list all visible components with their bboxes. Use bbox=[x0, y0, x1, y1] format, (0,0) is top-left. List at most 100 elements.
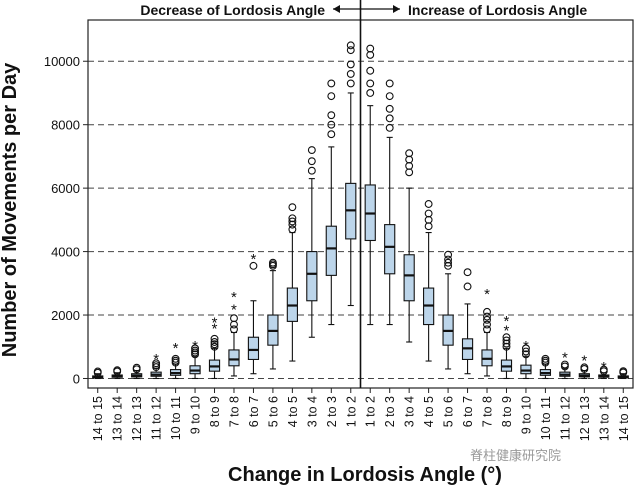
x-tick-label-6: 9 to 10 bbox=[189, 396, 203, 434]
box-17 bbox=[403, 149, 415, 343]
outlier-circle bbox=[385, 104, 394, 113]
box-20 bbox=[461, 268, 474, 375]
box-11 bbox=[286, 203, 298, 362]
x-tick-label-5: 10 to 11 bbox=[169, 396, 183, 440]
outlier-circle bbox=[327, 130, 336, 139]
x-axis-title: Change in Lordosis Angle (°) bbox=[228, 464, 502, 485]
x-tick-label-1: 14 to 15 bbox=[91, 396, 105, 441]
outlier-circle bbox=[463, 268, 472, 277]
outlier-circle bbox=[230, 320, 238, 329]
outlier-circle bbox=[521, 350, 530, 359]
outlier-circle bbox=[210, 338, 219, 346]
box-19 bbox=[442, 250, 454, 370]
outlier-circle bbox=[385, 79, 394, 88]
x-tick-label-20: 6 to 7 bbox=[461, 396, 475, 427]
box-21: * bbox=[481, 286, 493, 377]
outlier-circle bbox=[230, 325, 238, 334]
box-iqr bbox=[247, 336, 260, 360]
x-tick-label-13: 2 to 3 bbox=[325, 396, 339, 427]
y-tick-label-0: 0 bbox=[73, 371, 80, 386]
outlier-circle bbox=[307, 146, 316, 155]
outlier-circle bbox=[307, 157, 316, 166]
outlier-circle bbox=[444, 258, 453, 267]
x-tick-label-15: 1 to 2 bbox=[364, 396, 378, 427]
outlier-circle bbox=[405, 168, 414, 177]
box-2 bbox=[111, 366, 123, 380]
x-tick-label-28: 14 to 15 bbox=[617, 396, 631, 441]
box-iqr bbox=[384, 224, 396, 275]
y-tick-label-2000: 2000 bbox=[51, 308, 80, 323]
x-tick-label-25: 11 to 12 bbox=[558, 396, 572, 440]
outlier-circle bbox=[288, 217, 297, 226]
outlier-star: * bbox=[231, 302, 237, 319]
outlier-star: * bbox=[173, 340, 179, 357]
y-axis-title: Number of Movements per Day bbox=[0, 62, 21, 357]
outlier-circle bbox=[191, 344, 200, 353]
x-tick-label-10: 5 to 6 bbox=[266, 396, 280, 427]
box-8: ** bbox=[228, 289, 240, 377]
box-13 bbox=[325, 79, 337, 326]
outlier-circle bbox=[483, 312, 491, 321]
box-iqr bbox=[306, 251, 318, 302]
y-tick-label-4000: 4000 bbox=[51, 245, 80, 260]
outlier-star: * bbox=[212, 321, 218, 338]
box-5: * bbox=[169, 340, 182, 380]
outlier-star: * bbox=[484, 286, 490, 303]
outlier-circle bbox=[385, 123, 394, 132]
outlier-circle bbox=[327, 120, 336, 129]
outlier-circle bbox=[521, 344, 530, 353]
outlier-star: * bbox=[601, 359, 607, 376]
outlier-circle bbox=[327, 92, 336, 101]
box-3 bbox=[131, 363, 143, 380]
outlier-circle bbox=[502, 336, 511, 345]
x-tick-label-11: 4 to 5 bbox=[286, 396, 300, 427]
outlier-circle bbox=[483, 315, 491, 324]
outlier-circle bbox=[444, 250, 453, 259]
outlier-circle bbox=[307, 166, 316, 175]
outlier-star: * bbox=[504, 322, 510, 339]
box-iqr bbox=[403, 254, 415, 302]
outlier-circle bbox=[346, 60, 355, 69]
x-tick-label-12: 3 to 4 bbox=[305, 396, 319, 427]
outlier-circle bbox=[541, 354, 550, 363]
box-25: * bbox=[559, 349, 571, 380]
box-9: * bbox=[247, 251, 260, 375]
box-23: * bbox=[520, 338, 532, 380]
outlier-circle bbox=[424, 200, 433, 208]
x-tick-label-4: 11 to 12 bbox=[150, 396, 164, 440]
box-7: ** bbox=[208, 314, 221, 380]
outlier-circle bbox=[268, 258, 277, 267]
outlier-star: * bbox=[581, 352, 587, 369]
box-12 bbox=[306, 146, 318, 338]
outlier-circle bbox=[288, 225, 297, 234]
outlier-circle bbox=[93, 367, 102, 376]
right-arrowhead bbox=[393, 5, 400, 13]
outlier-circle bbox=[346, 69, 355, 78]
outlier-circle bbox=[580, 363, 589, 372]
box-14 bbox=[345, 41, 357, 307]
outlier-star: * bbox=[562, 349, 568, 366]
box-iqr bbox=[228, 349, 240, 367]
box-18 bbox=[423, 200, 435, 362]
x-tick-label-8: 7 to 8 bbox=[227, 396, 241, 427]
outlier-circle bbox=[405, 155, 414, 164]
watermark: 脊柱健康研究院 bbox=[470, 448, 561, 463]
box-iqr bbox=[520, 364, 532, 375]
outlier-circle bbox=[346, 46, 355, 55]
x-tick-label-21: 7 to 8 bbox=[481, 396, 495, 427]
y-tick-label-8000: 8000 bbox=[51, 118, 80, 133]
outlier-circle bbox=[560, 360, 569, 369]
outlier-circle bbox=[152, 359, 161, 368]
x-tick-label-23: 9 to 10 bbox=[519, 396, 533, 434]
outlier-circle bbox=[483, 307, 491, 316]
x-tick-label-19: 5 to 6 bbox=[442, 396, 456, 427]
outlier-circle bbox=[619, 367, 628, 376]
outlier-star: * bbox=[231, 289, 237, 306]
outlier-circle bbox=[502, 333, 511, 342]
box-27: * bbox=[598, 359, 610, 380]
outlier-circle bbox=[366, 50, 375, 59]
outlier-star: * bbox=[153, 351, 159, 368]
outlier-circle bbox=[385, 114, 394, 123]
x-tick-label-7: 8 to 9 bbox=[208, 396, 222, 427]
outlier-circle bbox=[191, 346, 200, 355]
